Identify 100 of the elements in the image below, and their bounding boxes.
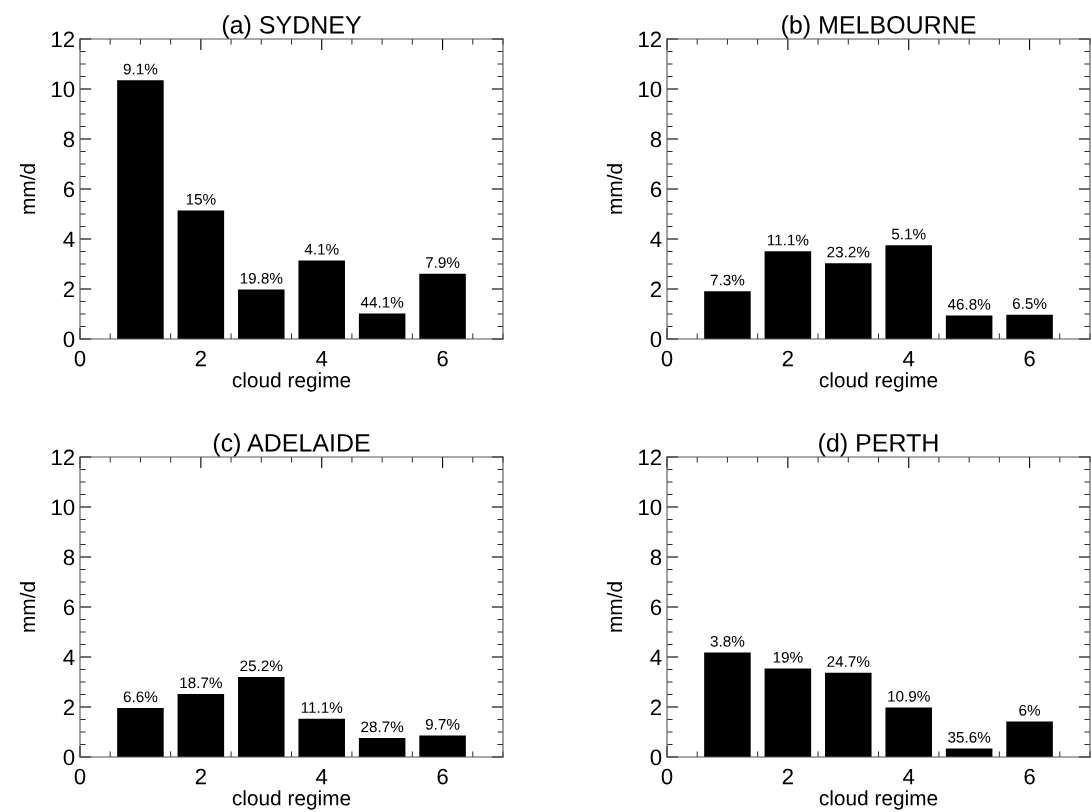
bar [945,748,993,757]
y-tick-label: 12 [52,31,75,48]
annotation: 15% [186,193,216,205]
annotation: 7.3% [710,274,745,286]
y-tick-label: 0 [63,331,75,348]
bar [885,245,932,339]
annotation: 6.6% [123,691,158,703]
y-tick-label: 10 [52,499,75,516]
y-tick-label: 8 [650,131,662,148]
y-axis-title: mm/d [606,582,623,632]
x-axis-title: cloud regime [232,372,351,392]
bar [419,735,466,757]
bar [358,738,406,757]
y-tick-label: 6 [650,181,662,198]
bar [704,291,751,339]
y-tick-label: 12 [52,449,75,466]
bar [117,708,164,757]
x-tick-label: 6 [437,350,448,367]
annotation: 28.7% [361,721,404,733]
y-axis-title: mm/d [19,164,36,214]
bar [238,677,285,757]
x-axis-title: cloud regime [819,790,938,810]
bar [177,210,225,339]
x-tick-label: 2 [195,350,206,367]
annotation: 3.8% [710,635,745,647]
x-tick-label: 0 [74,768,86,785]
y-tick-label: 0 [63,749,75,766]
annotation: 44.1% [360,296,404,308]
chart-title: (b) MELBOURNE [782,15,976,39]
annotation: 24.7% [827,656,870,667]
y-tick-label: 4 [650,649,662,666]
bar [825,672,872,757]
x-tick-label: 6 [1024,768,1035,785]
chart-title: (a) SYDNEY [222,15,362,39]
bar [298,260,345,339]
y-tick-label: 4 [63,649,75,666]
x-tick-label: 0 [661,768,673,785]
y-tick-label: 10 [639,81,662,98]
y-axis-title: mm/d [606,164,623,214]
x-tick-label: 2 [782,768,793,785]
annotation: 18.7% [180,677,222,689]
y-tick-label: 2 [63,699,75,716]
bar [704,652,751,757]
annotation: 9.1% [123,63,158,75]
y-tick-label: 12 [639,31,662,48]
y-axis-title: mm/d [19,582,36,632]
annotation: 35.6% [948,731,991,743]
x-tick-label: 0 [74,350,86,367]
bar [1006,314,1053,339]
bar [177,694,225,757]
annotation: 6.5% [1012,298,1047,309]
bar [764,251,812,339]
annotation: 46.8% [947,298,991,310]
annotation: 6% [1019,704,1041,716]
bar [358,313,406,339]
annotation: 9.7% [425,718,460,730]
y-tick-label: 8 [63,549,75,566]
x-tick-label: 2 [782,350,793,367]
y-tick-label: 6 [63,181,75,198]
y-tick-label: 2 [650,699,662,716]
bar [298,718,345,757]
bar [1006,721,1053,757]
y-tick-label: 12 [639,449,662,466]
x-tick-label: 0 [661,350,673,367]
y-tick-label: 4 [650,231,662,248]
y-tick-label: 10 [52,81,75,98]
annotation: 23.2% [827,246,870,258]
annotation: 5.1% [891,228,926,240]
annotation: 19% [773,651,803,663]
bar [419,273,466,339]
annotation: 11.1% [767,234,809,246]
x-tick-label: 4 [316,768,328,785]
bar [764,668,812,757]
y-tick-label: 2 [63,281,75,298]
x-tick-label: 4 [316,350,328,367]
x-tick-label: 6 [1024,350,1035,367]
annotation: 19.8% [240,272,283,284]
x-tick-label: 4 [903,768,915,785]
annotation: 7.9% [425,257,460,268]
bar [117,80,164,339]
x-tick-label: 2 [195,768,206,785]
y-tick-label: 0 [650,331,662,348]
x-axis-title: cloud regime [232,790,351,810]
chart-title: (c) ADELAIDE [213,433,370,457]
x-tick-label: 6 [437,768,448,785]
y-tick-label: 8 [63,131,75,148]
bar [825,263,872,339]
y-tick-label: 2 [650,281,662,298]
y-tick-label: 8 [650,549,662,566]
y-tick-label: 10 [639,499,662,516]
bar [238,289,285,339]
bar [945,315,993,339]
y-tick-label: 6 [63,599,75,616]
chart-title: (d) PERTH [819,433,938,457]
bar [885,707,932,757]
annotation: 25.2% [240,660,283,672]
y-tick-label: 0 [650,749,662,766]
x-tick-label: 4 [903,350,915,367]
annotation: 11.1% [301,702,343,713]
annotation: 10.9% [888,690,930,702]
